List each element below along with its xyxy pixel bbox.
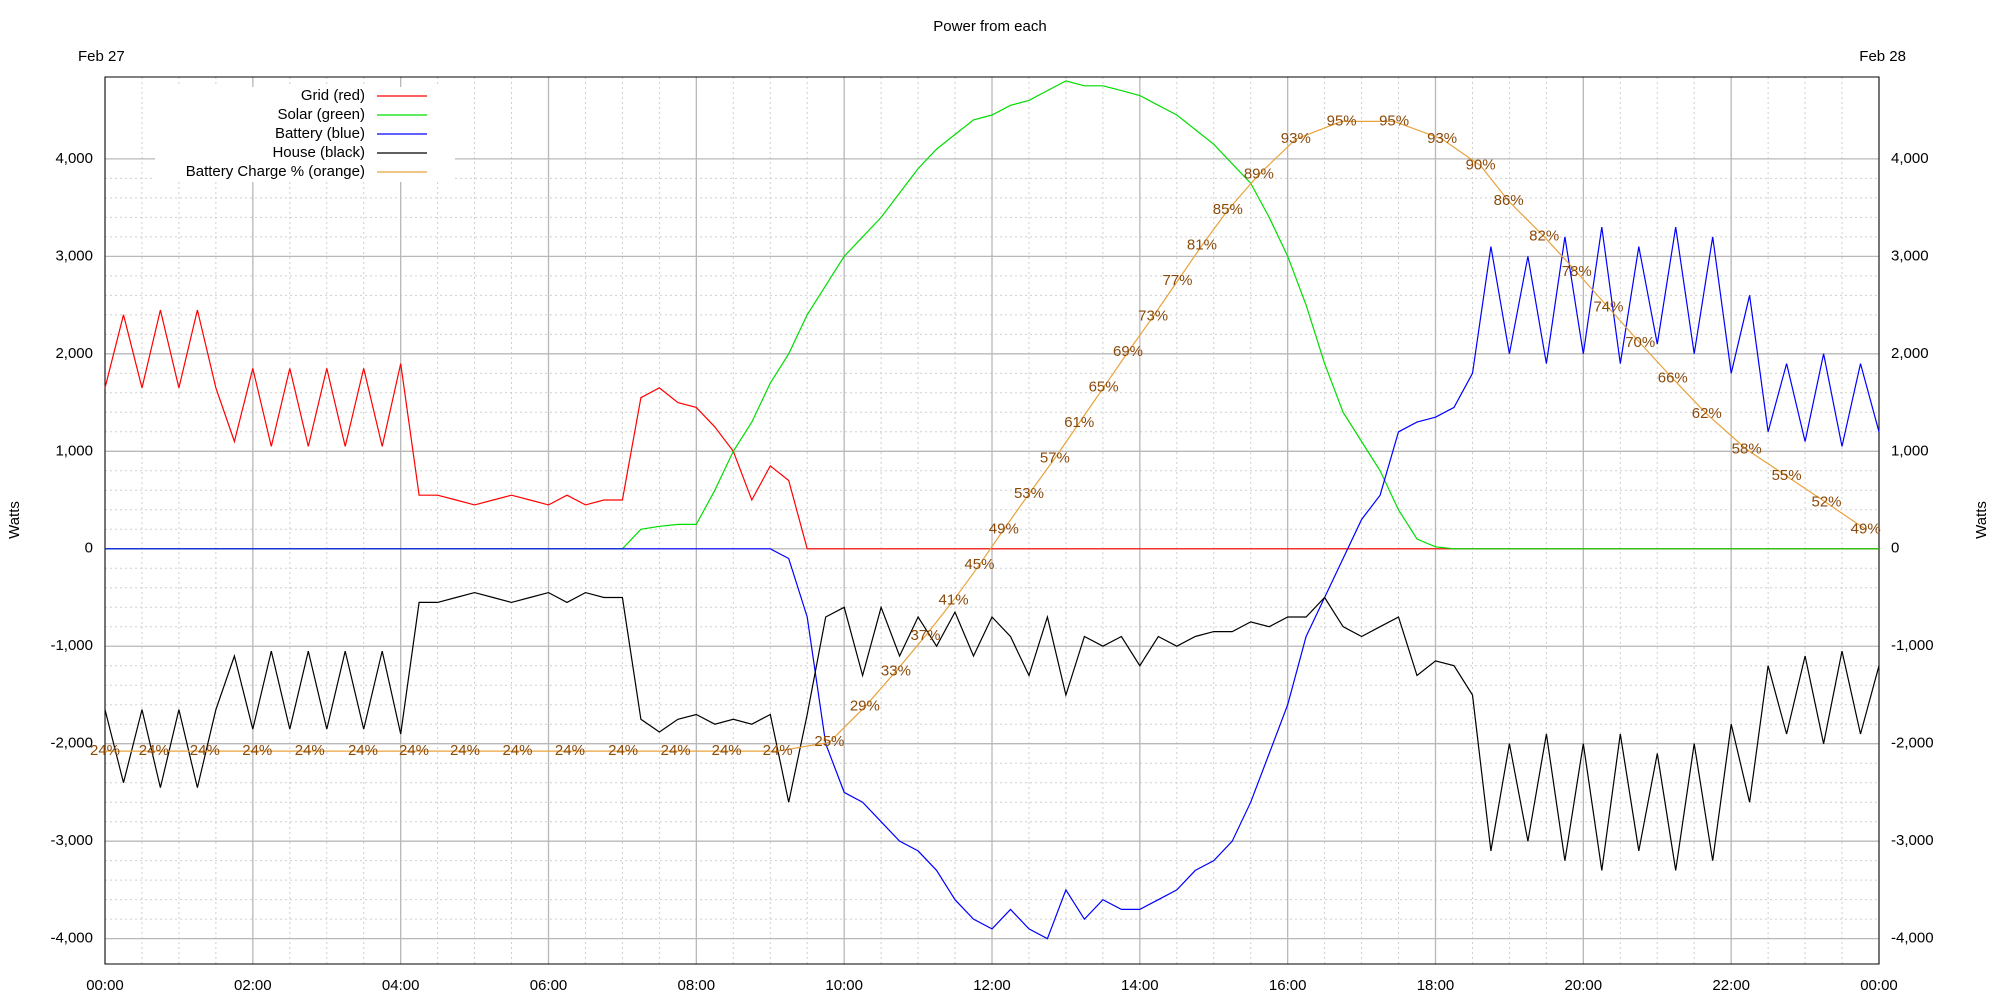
data-label: 58% [1732, 441, 1762, 458]
data-label: 66% [1658, 370, 1688, 387]
x-tick-label: 14:00 [1121, 977, 1159, 994]
data-label: 53% [1014, 485, 1044, 502]
data-label: 41% [939, 591, 969, 608]
y2-tick-label: -1,000 [1891, 637, 1934, 654]
data-label: 24% [608, 742, 638, 759]
data-label: 24% [90, 742, 120, 759]
legend-bg [155, 106, 455, 125]
data-label: 95% [1379, 112, 1409, 129]
data-label: 24% [295, 742, 325, 759]
y-tick-label: 2,000 [55, 345, 93, 362]
data-label: 49% [1851, 520, 1881, 537]
x-tick-label: 22:00 [1712, 977, 1750, 994]
data-label: 33% [881, 662, 911, 679]
data-label: 52% [1812, 494, 1842, 511]
y2-tick-label: -4,000 [1891, 930, 1934, 947]
data-label: 24% [139, 742, 169, 759]
data-label: 24% [661, 742, 691, 759]
data-label: 57% [1040, 449, 1070, 466]
data-label: 24% [399, 742, 429, 759]
x-tick-label: 16:00 [1269, 977, 1307, 994]
data-label: 89% [1244, 166, 1274, 183]
y-tick-label: -1,000 [50, 637, 93, 654]
data-label: 24% [190, 742, 220, 759]
x-tick-label: 00:00 [1860, 977, 1898, 994]
y-tick-label: -4,000 [50, 930, 93, 947]
y-axis-label: Watts [6, 501, 23, 539]
legend-label: House (black) [272, 144, 365, 161]
data-label: 90% [1466, 157, 1496, 174]
y-tick-label: 0 [85, 540, 93, 557]
data-label: 24% [555, 742, 585, 759]
x-tick-label: 12:00 [973, 977, 1011, 994]
legend-bg [155, 125, 455, 144]
y-tick-label: 1,000 [55, 442, 93, 459]
legend-label: Grid (red) [301, 87, 365, 104]
y-tick-label: 4,000 [55, 150, 93, 167]
data-label: 93% [1427, 130, 1457, 147]
y2-tick-label: 1,000 [1891, 442, 1929, 459]
y2-tick-label: 0 [1891, 540, 1899, 557]
series-line [105, 227, 1880, 940]
series-line [105, 120, 1867, 752]
x-tick-label: 00:00 [86, 977, 124, 994]
date-start: Feb 27 [78, 48, 125, 65]
x-tick-label: 04:00 [382, 977, 420, 994]
data-label: 77% [1163, 272, 1193, 289]
data-label: 37% [910, 627, 940, 644]
data-label: 62% [1692, 405, 1722, 422]
data-label: 73% [1138, 307, 1168, 324]
date-end: Feb 28 [1859, 48, 1906, 65]
data-label: 24% [763, 742, 793, 759]
data-label: 70% [1625, 334, 1655, 351]
legend-bg [155, 87, 455, 106]
y-tick-label: -2,000 [50, 735, 93, 752]
legend-bg [155, 163, 455, 182]
data-label: 81% [1187, 236, 1217, 253]
data-label: 29% [850, 698, 880, 715]
legend-bg [155, 144, 455, 163]
data-label: 24% [712, 742, 742, 759]
y2-tick-label: -3,000 [1891, 832, 1934, 849]
data-label: 85% [1213, 201, 1243, 218]
data-label: 82% [1529, 228, 1559, 245]
data-label: 93% [1281, 130, 1311, 147]
data-label: 74% [1593, 299, 1623, 316]
data-label: 24% [242, 742, 272, 759]
legend-label: Battery (blue) [275, 125, 365, 142]
x-tick-label: 20:00 [1565, 977, 1603, 994]
y-tick-label: 3,000 [55, 247, 93, 264]
data-label: 24% [502, 742, 532, 759]
y2-tick-label: 2,000 [1891, 345, 1929, 362]
legend-label: Battery Charge % (orange) [186, 163, 365, 180]
data-label: 95% [1327, 112, 1357, 129]
y2-tick-label: -2,000 [1891, 735, 1934, 752]
y2-axis-label: Watts [1973, 501, 1990, 539]
data-label: 24% [450, 742, 480, 759]
legend-label: Solar (green) [277, 106, 365, 123]
data-label: 25% [814, 733, 844, 750]
y-tick-label: -3,000 [50, 832, 93, 849]
data-label: 24% [348, 742, 378, 759]
x-tick-label: 06:00 [530, 977, 568, 994]
x-tick-label: 10:00 [825, 977, 863, 994]
series-line [104, 591, 1880, 871]
x-tick-label: 08:00 [678, 977, 716, 994]
y2-tick-label: 3,000 [1891, 247, 1929, 264]
y2-tick-label: 4,000 [1891, 150, 1929, 167]
data-label: 86% [1494, 192, 1524, 209]
data-label: 69% [1113, 343, 1143, 360]
data-label: 61% [1064, 414, 1094, 431]
data-label: 65% [1089, 378, 1119, 395]
data-label: 49% [989, 520, 1019, 537]
x-tick-label: 18:00 [1417, 977, 1455, 994]
data-label: 78% [1562, 263, 1592, 280]
x-tick-label: 02:00 [234, 977, 272, 994]
plot-frame [104, 76, 1880, 965]
chart-title: Power from each [933, 18, 1046, 35]
data-label: 55% [1772, 467, 1802, 484]
data-label: 45% [964, 556, 994, 573]
